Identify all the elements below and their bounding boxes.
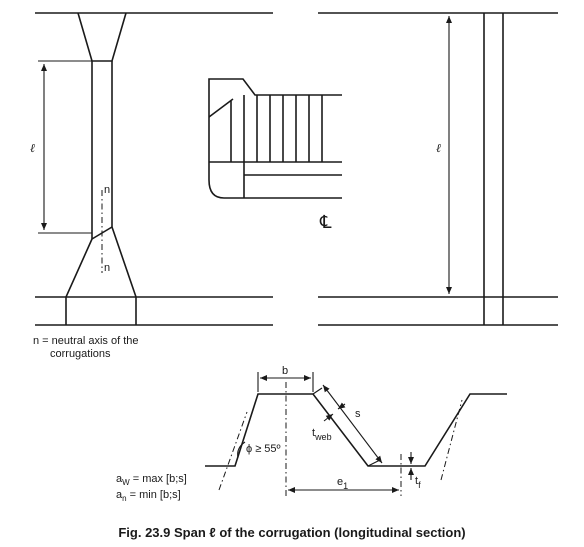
e1-label: e1 [337,476,348,491]
angle-label: ϕ ≥ 55º [246,443,281,455]
aw-formula: aW = max [b;s] [116,473,187,487]
s-label: s [355,408,361,420]
centerline-symbol: ℄ [319,212,332,233]
aw-dash-1 [218,411,248,491]
tweb-arrow-out [337,402,346,410]
neutral-axis-note-line1: n = neutral axis of the [33,335,138,347]
neutral-axis-n-top: n [104,184,110,196]
lower-stool-right [111,226,137,325]
plan-lower-outline [208,162,342,199]
s-ext-top [312,387,323,395]
figure-caption: Fig. 23.9 Span ℓ of the corrugation (lon… [118,525,465,540]
tweb-arrow-in [323,413,334,422]
plan-upper-chamfer [208,98,234,118]
left-bulkhead-section [35,12,273,326]
aw-dash-2 [440,399,463,481]
middle-plan-view [208,78,342,199]
corrugation-profile [205,372,507,496]
span-label-left: ℓ [30,141,35,155]
tweb-label: tweb [312,427,332,442]
s-dimension [322,384,383,464]
plan-upper-outline [208,78,342,162]
span-label-right: ℓ [436,141,441,155]
lower-stool-left [65,238,93,325]
neutral-axis-n-bottom: n [104,262,110,274]
s-ext-bottom [367,459,381,467]
neutral-axis-note-line2: corrugations [50,348,111,360]
profile-outline [205,393,507,467]
angle-arc [237,441,246,459]
an-formula: an = min [b;s] [116,489,181,503]
tf-label: tf [415,475,421,490]
right-bulkhead-section [318,12,558,326]
b-label: b [282,365,288,377]
upper-stool [77,12,127,62]
